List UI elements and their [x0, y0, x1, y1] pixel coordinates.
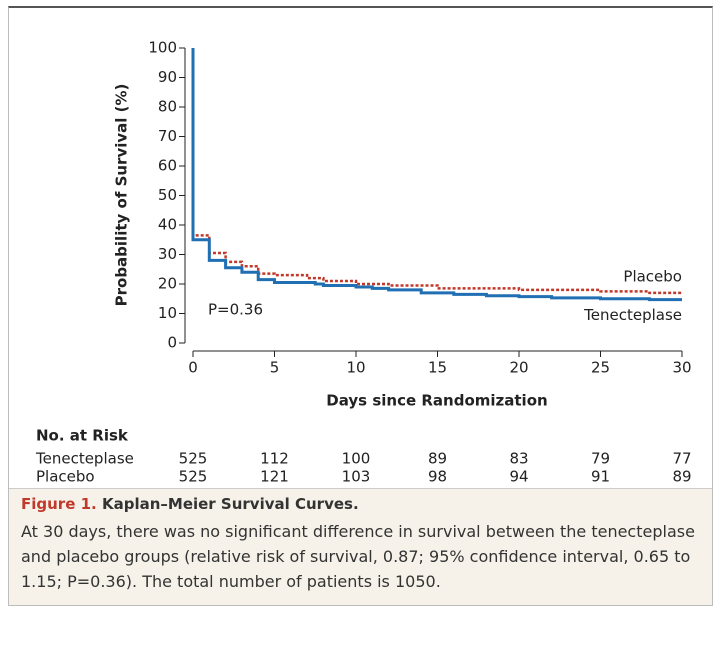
risk-row-name: Tenecteplase: [35, 450, 134, 468]
risk-count: 100: [342, 450, 371, 468]
survival-curve: [191, 48, 682, 295]
y-tick-label: 30: [158, 245, 177, 263]
risk-row-name: Placebo: [36, 468, 95, 486]
x-tick-label: 25: [591, 359, 610, 377]
x-axis-label: Days since Randomization: [326, 392, 547, 410]
y-tick-label: 90: [158, 68, 177, 86]
risk-count: 83: [509, 450, 528, 468]
risk-count: 525: [179, 468, 208, 486]
risk-count: 525: [179, 450, 208, 468]
series-label: Placebo: [623, 267, 682, 285]
y-tick-label: 70: [158, 127, 177, 145]
chart: Probability of Survival (%) Days since R…: [35, 39, 692, 486]
figure-frame: [8, 6, 713, 606]
y-tick-label: 60: [158, 157, 177, 175]
caption-head: Figure 1. Kaplan–Meier Survival Curves.: [21, 495, 700, 513]
x-tick-label: 30: [672, 359, 691, 377]
risk-count: 89: [428, 450, 447, 468]
p-value: P=0.36: [208, 301, 263, 319]
risk-count: 77: [672, 450, 691, 468]
x-tick-label: 0: [188, 359, 198, 377]
y-tick-label: 50: [158, 186, 177, 204]
risk-count: 91: [591, 468, 610, 486]
y-tick-label: 10: [158, 304, 177, 322]
figure-title: Kaplan–Meier Survival Curves.: [101, 495, 359, 513]
caption: Figure 1. Kaplan–Meier Survival Curves. …: [9, 488, 712, 605]
risk-count: 94: [509, 468, 528, 486]
x-tick-label: 10: [346, 359, 365, 377]
risk-count: 112: [260, 450, 289, 468]
y-tick-label: 40: [158, 216, 177, 234]
risk-count: 121: [260, 468, 289, 486]
risk-count: 79: [591, 450, 610, 468]
risk-count: 103: [342, 468, 371, 486]
risk-title: No. at Risk: [36, 427, 129, 445]
y-tick-label: 0: [167, 334, 177, 352]
series-label: Tenecteplase: [583, 306, 682, 324]
risk-count: 89: [672, 468, 691, 486]
x-tick-label: 20: [509, 359, 528, 377]
figure-number: Figure 1.: [21, 495, 97, 513]
y-tick-label: 80: [158, 98, 177, 116]
caption-body: At 30 days, there was no significant dif…: [21, 522, 695, 591]
y-axis-label: Probability of Survival (%): [113, 84, 131, 307]
y-tick-label: 100: [148, 39, 177, 57]
x-tick-label: 15: [428, 359, 447, 377]
x-tick-label: 5: [270, 359, 280, 377]
survival-curve: [191, 48, 682, 302]
risk-count: 98: [428, 468, 447, 486]
y-tick-label: 20: [158, 275, 177, 293]
